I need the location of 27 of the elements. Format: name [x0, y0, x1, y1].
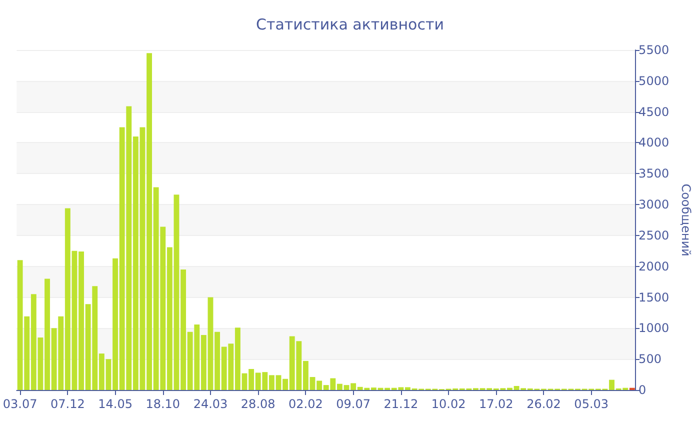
y-tick-label: 500	[638, 352, 662, 366]
y-axis-title: Сообщений	[679, 184, 693, 256]
y-tick-label: 1500	[638, 290, 670, 304]
x-tick-label: 10.02	[431, 397, 466, 411]
y-tick-label: 2500	[638, 228, 670, 242]
y-tick-label: 4000	[638, 136, 670, 150]
y-tick-label: 5500	[638, 43, 670, 57]
y-tick-label: 3500	[638, 166, 670, 181]
x-tick-label: 24.03	[193, 397, 228, 411]
y-tick-label: 1000	[638, 321, 670, 336]
y-tick-label: 5000	[638, 74, 670, 88]
y-tick-label: 2000	[638, 259, 670, 274]
y-tick-label: 0	[638, 383, 646, 397]
x-tick-label: 09.07	[336, 397, 370, 411]
x-tick-label: 05.03	[574, 397, 609, 411]
x-tick-label: 17.02	[478, 397, 514, 411]
x-tick-label: 18.10	[146, 397, 180, 411]
x-tick-label: 03.07	[2, 397, 38, 411]
x-tick-label: 02.02	[288, 397, 323, 411]
x-tick-label: 26.02	[526, 397, 561, 411]
x-tick-label: 07.12	[50, 397, 85, 411]
x-tick-label: 28.08	[240, 397, 276, 411]
chart-title: Статистика активности	[256, 16, 444, 34]
x-tick-label: 14.05	[98, 397, 132, 411]
x-tick-label: 21.12	[384, 397, 418, 411]
y-tick-label: 3000	[638, 198, 670, 212]
y-tick-label: 4500	[638, 104, 670, 119]
